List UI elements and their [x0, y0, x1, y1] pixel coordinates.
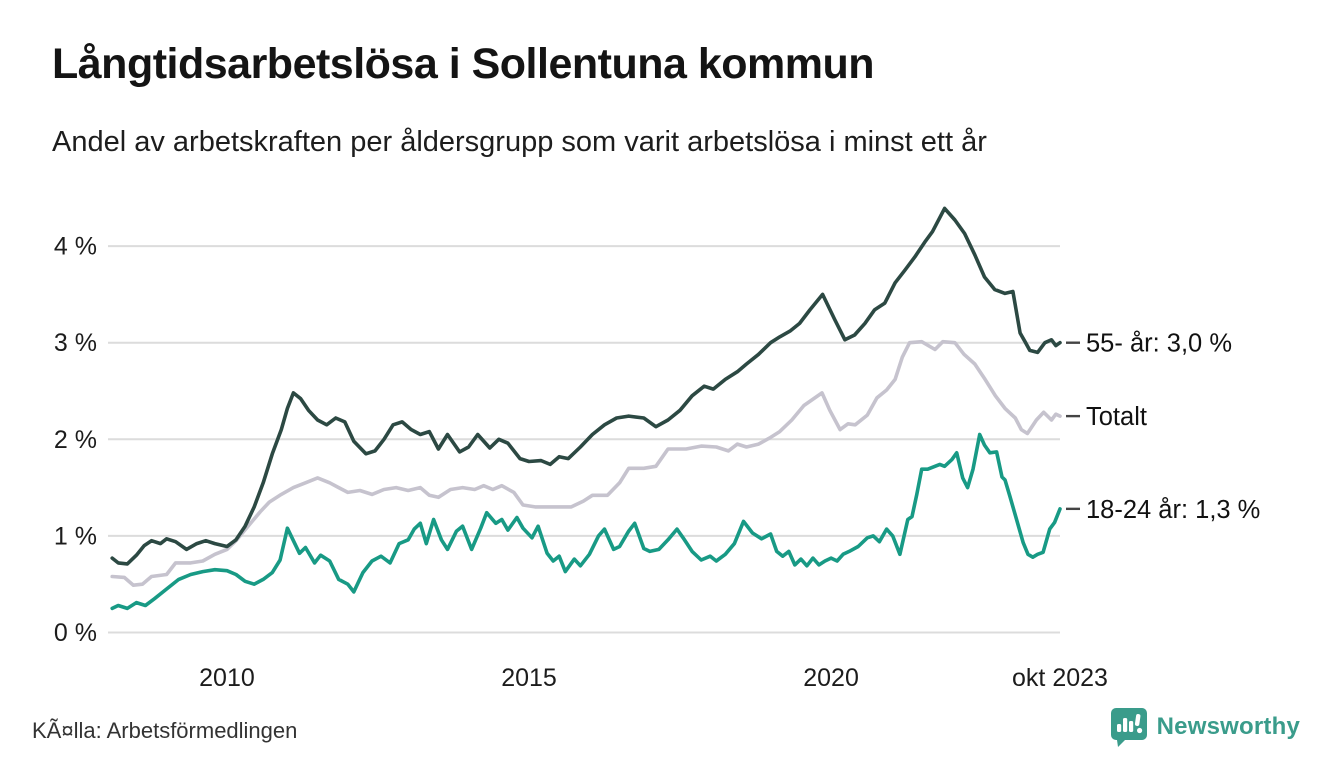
page-title: Långtidsarbetslösa i Sollentuna kommun	[52, 40, 875, 88]
bar-chart-speech-bubble-icon	[1110, 708, 1147, 747]
series-line-55-ar	[110, 206, 1062, 566]
annotation-label-55-ar: 55- år: 3,0 %	[1086, 330, 1232, 358]
y-tick-label-4-pct: 4 %	[54, 233, 97, 261]
y-tick-label-1-pct: 1 %	[54, 522, 97, 550]
newsworthy-logo: Newsworthy	[1109, 706, 1300, 748]
annotation-label-18-24-ar: 18-24 år: 1,3 %	[1086, 496, 1260, 524]
annotation-label-totalt: Totalt	[1086, 403, 1147, 431]
x-tick-label-okt-2023: okt 2023	[1012, 664, 1108, 692]
x-tick-label-2015: 2015	[501, 664, 557, 692]
series-line-18-24-ar	[110, 432, 1062, 611]
y-tick-label-3-pct: 3 %	[54, 329, 97, 357]
newsworthy-wordmark: Newsworthy	[1156, 713, 1300, 740]
page-subtitle: Andel av arbetskraften per åldersgrupp s…	[52, 126, 987, 158]
x-tick-label-2020: 2020	[803, 664, 859, 692]
source-caption: KÃ¤lla: Arbetsförmedlingen	[32, 718, 298, 743]
y-tick-label-0-pct: 0 %	[54, 619, 97, 647]
x-tick-label-2010: 2010	[199, 664, 255, 692]
series-line-totalt	[110, 339, 1062, 588]
y-tick-label-2-pct: 2 %	[54, 426, 97, 454]
